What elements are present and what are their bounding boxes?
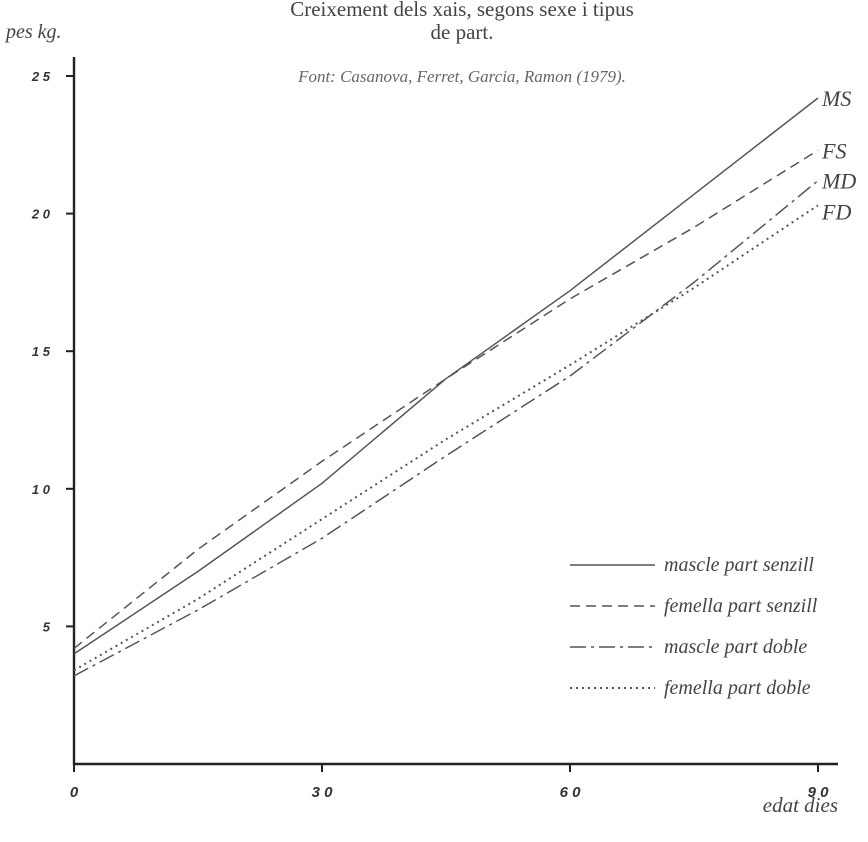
series-end-label: FS [821, 138, 846, 163]
chart-title-line: Creixement dels xais, segons sexe i tipu… [290, 0, 634, 21]
y-tick-label: 2 5 [31, 69, 51, 84]
x-axis-label: edat dies [763, 793, 838, 817]
series-end-labels: MS FS MD FD [821, 86, 856, 224]
y-tick-label: 1 0 [32, 482, 51, 497]
series-end-label: MS [821, 86, 851, 111]
series-line-ms [73, 97, 819, 655]
y-tick-label: 5 [43, 619, 51, 634]
legend-label: femella part senzill [664, 595, 818, 617]
y-axis-label: pes kg. [4, 21, 62, 43]
x-tick-label: 6 0 [560, 784, 582, 801]
series-end-label: MD [821, 169, 856, 194]
legend-label: femella part doble [664, 677, 811, 699]
x-tick-label: 3 0 [312, 784, 334, 801]
series-end-label: FD [821, 199, 851, 224]
axis-ticks: 0 3 0 6 0 9 0 5 1 0 1 5 2 0 2 5 [31, 69, 829, 801]
x-tick-label: 0 [70, 784, 79, 801]
series-line-md [73, 180, 819, 677]
chart-title-line: de part. [431, 20, 494, 44]
chart-source: Font: Casanova, Ferret, Garcia, Ramon (1… [297, 67, 626, 86]
y-tick-label: 1 5 [32, 344, 51, 359]
y-tick-label: 2 0 [31, 207, 51, 222]
chart-title: Creixement dels xais, segons sexe i tipu… [290, 0, 634, 44]
series-line-fd [73, 204, 819, 672]
legend: mascle part senzill femella part senzill m… [570, 554, 818, 699]
legend-label: mascle part senzill [664, 554, 814, 576]
legend-label: mascle part doble [664, 636, 807, 658]
series-lines [73, 97, 819, 677]
x-tick-label: 9 0 [808, 784, 830, 801]
